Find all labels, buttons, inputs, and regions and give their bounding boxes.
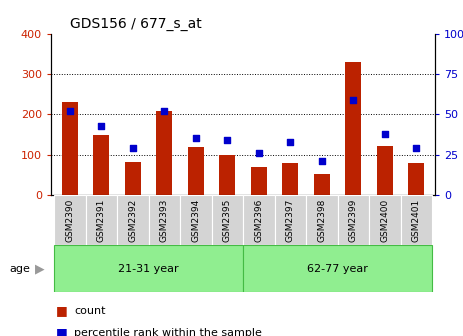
Text: GSM2395: GSM2395 <box>223 198 232 242</box>
Point <box>66 108 74 114</box>
Point <box>381 131 388 136</box>
Bar <box>275 195 306 245</box>
Point <box>413 145 420 151</box>
Bar <box>306 195 338 245</box>
Bar <box>212 195 243 245</box>
Text: GSM2399: GSM2399 <box>349 198 358 242</box>
Bar <box>369 195 400 245</box>
Text: ▶: ▶ <box>35 262 44 275</box>
Text: age: age <box>9 264 30 274</box>
Point <box>350 97 357 102</box>
Text: count: count <box>74 306 106 316</box>
Text: GSM2392: GSM2392 <box>128 199 138 242</box>
Bar <box>243 195 275 245</box>
Bar <box>400 195 432 245</box>
Bar <box>219 155 235 195</box>
Bar <box>54 195 86 245</box>
Bar <box>251 167 267 195</box>
Text: GSM2397: GSM2397 <box>286 198 295 242</box>
Bar <box>117 195 149 245</box>
Bar <box>156 111 172 195</box>
Bar <box>86 195 117 245</box>
Bar <box>94 135 109 195</box>
Text: GSM2394: GSM2394 <box>191 199 200 242</box>
Bar <box>338 195 369 245</box>
Text: 62-77 year: 62-77 year <box>307 264 368 274</box>
Text: GSM2390: GSM2390 <box>65 198 75 242</box>
Bar <box>243 245 432 292</box>
Bar <box>345 62 361 195</box>
Point <box>287 139 294 144</box>
Point <box>161 108 168 114</box>
Bar <box>125 162 141 195</box>
Text: GSM2396: GSM2396 <box>254 198 263 242</box>
Text: 21-31 year: 21-31 year <box>118 264 179 274</box>
Point <box>224 137 231 143</box>
Text: GDS156 / 677_s_at: GDS156 / 677_s_at <box>70 17 202 31</box>
Bar <box>314 174 330 195</box>
Text: GSM2398: GSM2398 <box>317 198 326 242</box>
Text: ■: ■ <box>56 304 67 317</box>
Text: GSM2391: GSM2391 <box>97 198 106 242</box>
Bar <box>188 147 204 195</box>
Point <box>255 150 263 156</box>
Bar <box>377 146 393 195</box>
Bar <box>149 195 180 245</box>
Point <box>192 136 200 141</box>
Bar <box>408 163 424 195</box>
Point <box>318 158 325 164</box>
Bar <box>62 102 78 195</box>
Text: GSM2401: GSM2401 <box>412 199 421 242</box>
Text: GSM2400: GSM2400 <box>380 199 389 242</box>
Text: percentile rank within the sample: percentile rank within the sample <box>74 328 262 336</box>
Text: ■: ■ <box>56 326 67 336</box>
Point <box>129 145 137 151</box>
Point <box>98 123 105 128</box>
Bar <box>282 163 298 195</box>
Bar <box>54 245 243 292</box>
Text: GSM2393: GSM2393 <box>160 198 169 242</box>
Bar <box>180 195 212 245</box>
